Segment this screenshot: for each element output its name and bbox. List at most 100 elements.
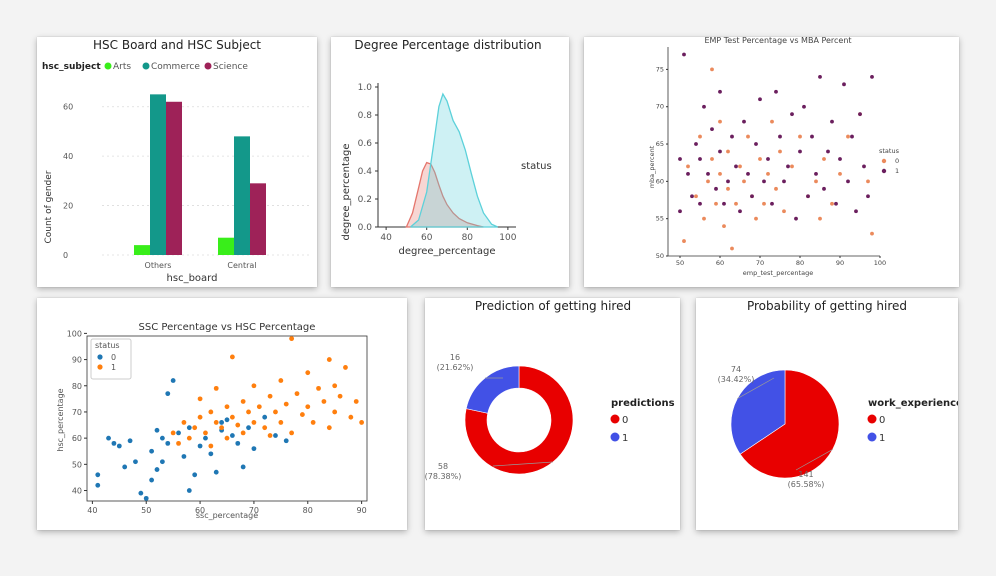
scatter-point (730, 246, 734, 251)
scatter-point (706, 171, 710, 176)
scatter-point (170, 430, 176, 436)
degree-percentage-card: Degree Percentage distribution 0.0 0.2 0.4… (331, 37, 569, 287)
legend-label: 1 (111, 363, 116, 372)
scatter-point (746, 134, 750, 139)
density-area (410, 92, 498, 228)
x-tick-label: 90 (357, 506, 367, 515)
scatter-point (722, 201, 726, 206)
prediction-hired-chart: Prediction of getting hired 58(78.38%) 16… (425, 299, 675, 481)
scatter-point (858, 112, 862, 117)
scatter-point (802, 104, 806, 109)
scatter-point (138, 490, 144, 496)
y-tick-label: 75 (656, 65, 664, 73)
scatter-point (702, 104, 706, 109)
scatter-point (682, 239, 686, 243)
hsc-board-subject-chart: HSC Board and HSC Subject hsc_subject Ar… (42, 38, 312, 284)
scatter-point (854, 209, 858, 214)
scatter-point (870, 231, 874, 236)
scatter-point (754, 216, 758, 221)
scatter-point (240, 464, 246, 470)
legend-title: work_experience (868, 398, 958, 409)
scatter-point (818, 216, 822, 221)
slice-value-label: 74 (731, 365, 741, 374)
emp-vs-mba-chart: EMP Test Percentage vs MBA Percent 50 55 6… (648, 37, 900, 277)
ssc-vs-hsc-chart: SSC Percentage vs HSC Percentage 40 50 60 7… (56, 322, 368, 520)
scatter-point (192, 425, 198, 431)
scatter-point (718, 171, 722, 176)
y-tick-label: 65 (656, 140, 664, 148)
legend: Arts Commerce Science (104, 62, 248, 72)
scatter-point (213, 385, 219, 391)
scatter-point (203, 435, 208, 441)
scatter-point (758, 157, 762, 161)
x-tick-label: Others (145, 261, 172, 270)
legend-title: status (95, 341, 120, 350)
scatter-point (267, 393, 273, 399)
x-tick-label: Central (227, 261, 256, 270)
scatter-point (818, 74, 822, 79)
scatter-point (746, 171, 750, 176)
scatter-point (846, 134, 850, 139)
scatter-point (830, 201, 834, 206)
scatter-point (866, 194, 870, 199)
scatter-point (690, 194, 694, 199)
plot-area: 50 55 60 65 70 75 50 60 70 80 90 100 (656, 47, 886, 267)
callout-line (737, 377, 775, 399)
scatter-point (766, 171, 770, 176)
scatter-point (154, 467, 160, 472)
scatter-point (694, 142, 698, 146)
scatter-point (838, 171, 842, 176)
scatter-point (278, 378, 284, 383)
density-area (405, 161, 484, 228)
scatter-point (734, 201, 738, 206)
scatter-point (111, 440, 117, 446)
y-tick-label: 40 (63, 152, 73, 161)
scatter-point (332, 409, 338, 415)
scatter-point (774, 89, 778, 94)
y-tick-label: 90 (72, 356, 82, 365)
legend-title: predictions (611, 398, 675, 409)
legend-label: 0 (895, 157, 899, 165)
scatter-point (273, 433, 278, 438)
scatter-point (822, 186, 826, 191)
scatter-point (826, 149, 830, 154)
scatter-point (710, 67, 714, 72)
scatter-point (229, 414, 235, 420)
scatter-point (766, 157, 770, 161)
scatter-point (154, 427, 160, 433)
scatter-point (774, 186, 778, 191)
scatter-point (262, 425, 268, 431)
scatter-point (718, 89, 722, 94)
chart-title: Degree Percentage distribution (354, 38, 541, 52)
scatter-point (240, 399, 246, 404)
scatter-point (289, 336, 295, 342)
legend-label: Commerce (151, 62, 200, 72)
scatter-point (321, 399, 327, 404)
scatter-point (197, 414, 203, 420)
scatter-point (353, 399, 359, 404)
scatter-point (778, 149, 782, 154)
scatter-point (359, 420, 365, 425)
scatter-point (810, 134, 814, 139)
x-tick-label: 60 (195, 506, 205, 515)
scatter-point (686, 171, 690, 176)
x-axis-label: degree_percentage (399, 246, 496, 257)
scatter-point (127, 438, 133, 444)
scatter-point (229, 354, 235, 360)
scatter-point (682, 52, 686, 57)
scatter-point (95, 472, 101, 478)
legend-marker (881, 158, 887, 164)
scatter-point (794, 216, 798, 221)
x-tick-label: 70 (756, 259, 764, 267)
scatter-point (702, 216, 706, 221)
x-tick-label: 70 (249, 506, 259, 515)
probability-hired-card: Probability of getting hired 141 (65.58%)… (696, 298, 958, 530)
y-tick-label: 0.8 (358, 111, 373, 121)
scatter-point (251, 446, 257, 452)
scatter-point (726, 149, 730, 154)
scatter-point (862, 164, 866, 169)
emp-vs-mba-card: EMP Test Percentage vs MBA Percent 50 55 6… (584, 37, 959, 287)
scatter-point (235, 440, 241, 446)
